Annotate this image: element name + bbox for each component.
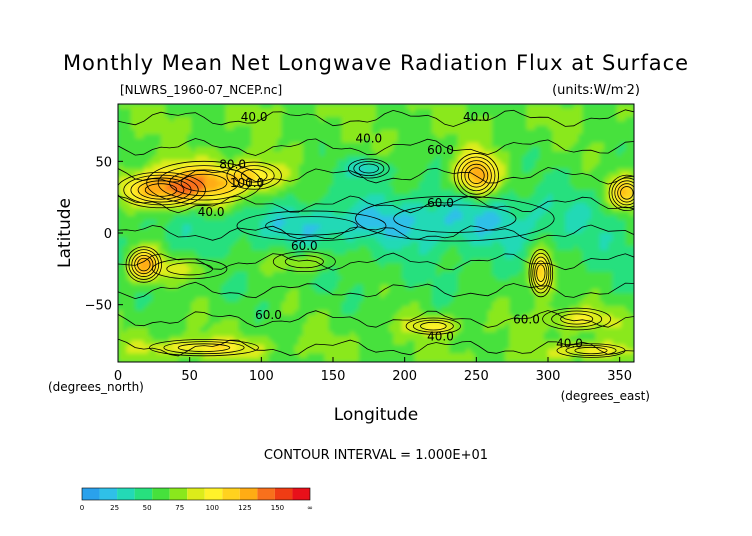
contour-label: 60.0: [427, 196, 454, 210]
x-tick-label: 50: [181, 369, 198, 384]
colorbar-swatch: [82, 488, 100, 500]
colorbar-swatch: [257, 488, 275, 500]
colorbar-swatch: [275, 488, 293, 500]
contour-label: 40.0: [556, 337, 583, 351]
x-tick-label: 300: [536, 369, 561, 384]
colorbar-tick-label: 0: [80, 504, 84, 512]
colorbar-swatch: [152, 488, 170, 500]
x-axis-label: Longitude: [334, 405, 419, 425]
y-tick-label: 50: [95, 155, 112, 170]
source-file-label: [NLWRS_1960-07_NCEP.nc]: [120, 83, 282, 97]
contour-label: 60.0: [291, 239, 318, 253]
x-tick-label: 150: [321, 369, 346, 384]
y-axis-units: (degrees_north): [48, 380, 144, 394]
colorbar-tick-label: 100: [206, 504, 219, 512]
colorbar-tick-label: 75: [175, 504, 184, 512]
colorbar-swatch: [240, 488, 258, 500]
colorbar-tick-label: ∞: [307, 504, 313, 512]
colorbar-swatch: [187, 488, 205, 500]
contour-label: 40.0: [427, 330, 454, 344]
colorbar: 0 25 50 75 100 125 150 ∞: [80, 488, 313, 512]
colorbar-swatch: [100, 488, 118, 500]
chart-title: Monthly Mean Net Longwave Radiation Flux…: [63, 51, 689, 75]
colorbar-swatch: [222, 488, 240, 500]
contour-label: 40.0: [463, 110, 490, 124]
units-label: (units:W/m-2): [552, 82, 640, 98]
colorbar-tick-label: 50: [143, 504, 152, 512]
y-axis-label: Latitude: [55, 198, 75, 268]
contour-label: 60.0: [427, 143, 454, 157]
contour-label: 60.0: [513, 312, 540, 326]
colorbar-swatch: [117, 488, 135, 500]
contour-label: 40.0: [355, 132, 382, 146]
x-tick-label: 350: [607, 369, 632, 384]
contour-label: 100.0: [230, 176, 264, 190]
colorbar-swatch: [205, 488, 223, 500]
x-tick-label: 200: [392, 369, 417, 384]
colorbar-tick-label: 25: [110, 504, 119, 512]
x-axis-units: (degrees_east): [561, 389, 650, 403]
colorbar-swatch: [135, 488, 153, 500]
colorbar-swatch: [292, 488, 310, 500]
x-tick-label: 250: [464, 369, 489, 384]
y-tick-label: 0: [104, 227, 112, 242]
contour-interval-label: CONTOUR INTERVAL = 1.000E+01: [264, 448, 488, 463]
contour-label: 80.0: [219, 158, 246, 172]
colorbar-tick-label: 150: [271, 504, 284, 512]
contour-label: 40.0: [198, 205, 225, 219]
x-tick-label: 100: [249, 369, 274, 384]
colorbar-tick-label: 125: [238, 504, 251, 512]
colorbar-swatch: [170, 488, 188, 500]
y-tick-label: −50: [85, 299, 112, 314]
contour-label: 60.0: [255, 308, 282, 322]
contour-label: 40.0: [241, 110, 268, 124]
plot-area: 40.0 40.0 40.0 60.0 80.0 100.0 60.0 40.0 60.0 60.…: [117, 104, 645, 363]
